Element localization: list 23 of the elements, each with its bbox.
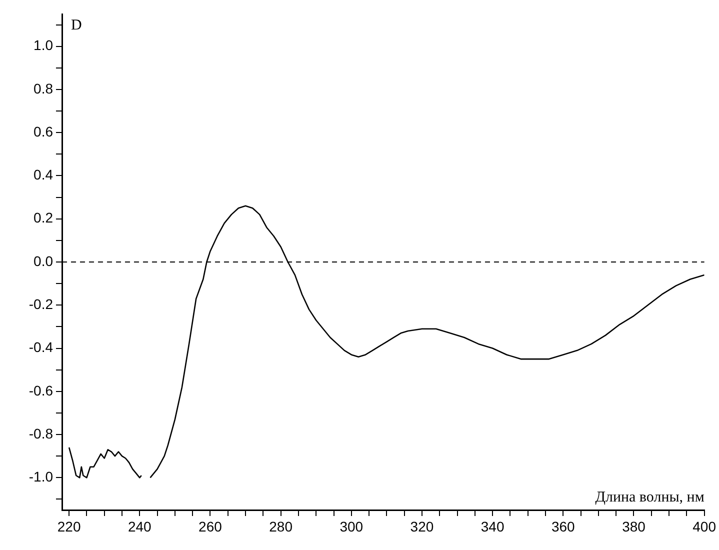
y-tick-label: -0.2 <box>28 296 54 312</box>
x-tick-label: 260 <box>198 518 222 534</box>
y-tick-label: 0.6 <box>34 123 54 140</box>
y-tick-label: -0.8 <box>28 425 54 442</box>
y-tick-label: 0.4 <box>34 166 54 183</box>
x-tick-label: 380 <box>622 518 646 534</box>
y-tick-label: -1.0 <box>28 468 54 485</box>
y-tick-label: 0.0 <box>34 252 54 269</box>
x-tick-label: 400 <box>692 518 716 534</box>
y-tick-label: 0.8 <box>34 80 54 96</box>
x-tick-label: 280 <box>269 518 293 534</box>
y-tick-label: 1.0 <box>34 37 54 54</box>
x-tick-label: 320 <box>410 518 434 534</box>
x-tick-label: 340 <box>480 518 504 534</box>
x-tick-label: 300 <box>340 518 364 534</box>
x-tick-label: 240 <box>128 518 152 534</box>
y-tick-label: 0.2 <box>34 210 54 226</box>
y-axis-title: D <box>71 17 82 34</box>
y-tick-label: -0.6 <box>28 382 54 398</box>
x-tick-label: 360 <box>551 518 576 534</box>
x-tick-label: 220 <box>57 518 81 534</box>
x-axis-title: Длина волны, нм <box>595 489 705 506</box>
y-tick-label: -0.4 <box>28 339 54 356</box>
